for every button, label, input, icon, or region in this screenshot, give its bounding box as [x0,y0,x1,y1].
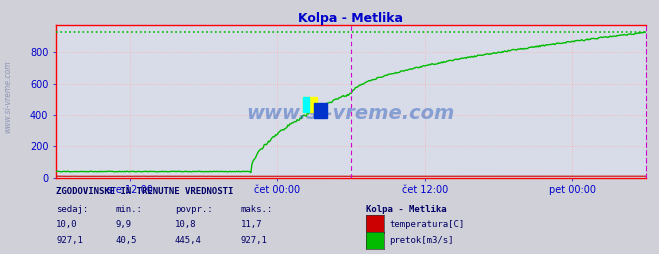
Text: povpr.:: povpr.: [175,205,212,214]
Text: sedaj:: sedaj: [56,205,88,214]
Bar [302,97,309,112]
Bar [314,103,327,118]
Text: min.:: min.: [115,205,142,214]
Text: ZGODOVINSKE IN TRENUTNE VREDNOSTI: ZGODOVINSKE IN TRENUTNE VREDNOSTI [56,187,233,196]
Text: 927,1: 927,1 [56,236,83,245]
Text: 11,7: 11,7 [241,220,262,229]
Text: temperatura[C]: temperatura[C] [389,220,465,229]
Text: 9,9: 9,9 [115,220,131,229]
Text: www.si-vreme.com: www.si-vreme.com [246,104,455,123]
Text: www.si-vreme.com: www.si-vreme.com [3,60,13,133]
Text: 445,4: 445,4 [175,236,202,245]
Text: 927,1: 927,1 [241,236,268,245]
Title: Kolpa - Metlika: Kolpa - Metlika [299,12,403,25]
Text: 10,0: 10,0 [56,220,78,229]
Text: pretok[m3/s]: pretok[m3/s] [389,236,454,245]
Bar [302,97,317,112]
Text: maks.:: maks.: [241,205,273,214]
Text: 40,5: 40,5 [115,236,137,245]
Text: Kolpa - Metlika: Kolpa - Metlika [366,205,446,214]
Text: 10,8: 10,8 [175,220,196,229]
